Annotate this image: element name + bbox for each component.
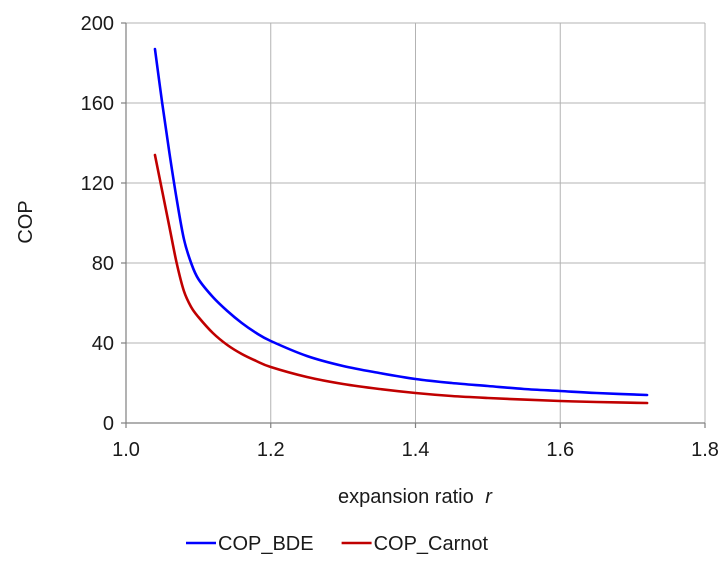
grid [126,22,706,423]
y-tick-labels: 0 40 80 120 160 200 [81,13,114,435]
x-tick-label: 1.6 [546,439,574,461]
legend-label-cop-carnot: COP_Carnot [374,533,489,555]
y-tick-label: 80 [92,253,114,275]
y-tick-label: 160 [81,93,114,115]
x-axis-label-variable: r [485,486,493,508]
axes [121,22,706,428]
legend: COP_BDE COP_Carnot [186,533,489,555]
y-tick-label: 40 [92,333,114,355]
y-tick-label: 120 [81,173,114,195]
x-tick-label: 1.0 [112,439,140,461]
series-group [153,47,649,405]
series-line-cop-carnot [153,153,649,405]
x-tick-label: 1.4 [402,439,430,461]
series-line-cop-bde [153,47,649,397]
x-axis-label: expansion ratio r [338,486,493,508]
x-tick-labels: 1.0 1.2 1.4 1.6 1.8 [112,439,719,461]
y-tick-label: 0 [103,413,114,435]
y-tick-label: 200 [81,13,114,35]
x-tick-label: 1.2 [257,439,285,461]
x-axis-label-text: expansion ratio [338,486,474,508]
x-tick-label: 1.8 [691,439,719,461]
legend-label-cop-bde: COP_BDE [218,533,314,555]
y-axis-label: COP [15,200,37,243]
